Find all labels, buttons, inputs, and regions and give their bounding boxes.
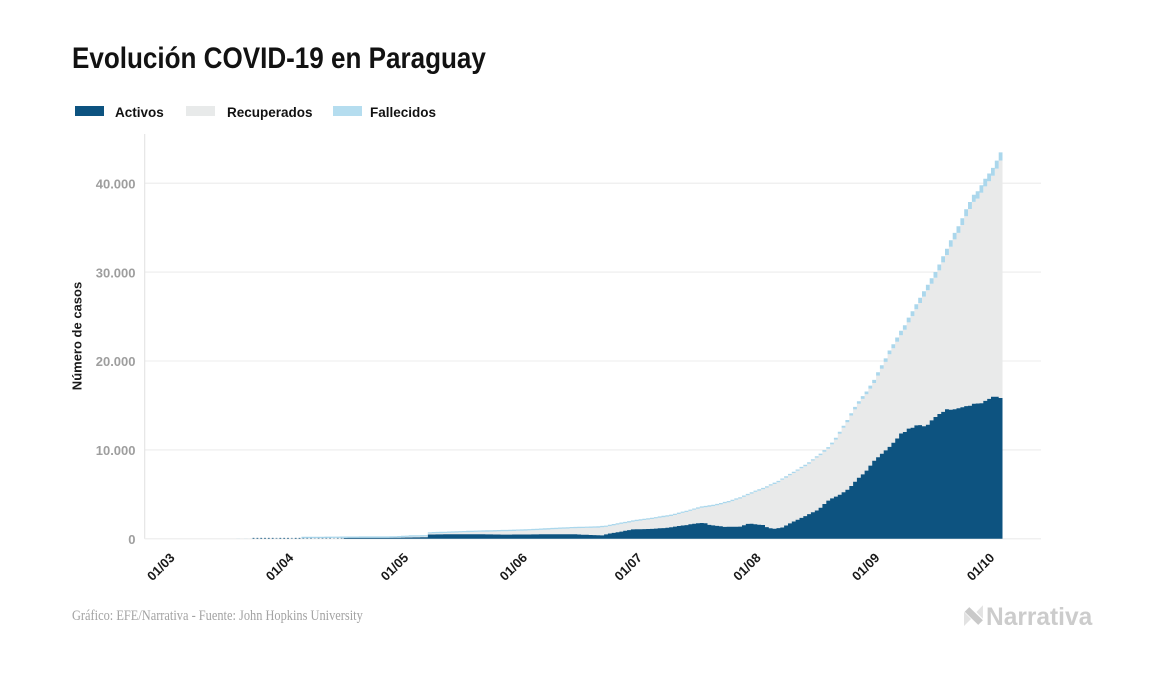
svg-text:01/08: 01/08 bbox=[730, 550, 764, 584]
svg-text:01/10: 01/10 bbox=[964, 550, 998, 584]
svg-text:01/04: 01/04 bbox=[263, 549, 297, 583]
svg-text:30.000: 30.000 bbox=[96, 265, 136, 280]
svg-text:10.000: 10.000 bbox=[96, 443, 136, 458]
svg-text:01/03: 01/03 bbox=[144, 550, 178, 584]
svg-text:Número de casos: Número de casos bbox=[70, 282, 85, 390]
svg-text:01/06: 01/06 bbox=[497, 550, 531, 584]
svg-text:01/09: 01/09 bbox=[849, 550, 883, 584]
svg-text:40.000: 40.000 bbox=[96, 176, 136, 191]
svg-text:01/05: 01/05 bbox=[378, 550, 412, 584]
svg-text:20.000: 20.000 bbox=[96, 354, 136, 369]
svg-text:0: 0 bbox=[128, 532, 135, 547]
svg-text:01/07: 01/07 bbox=[611, 550, 645, 584]
